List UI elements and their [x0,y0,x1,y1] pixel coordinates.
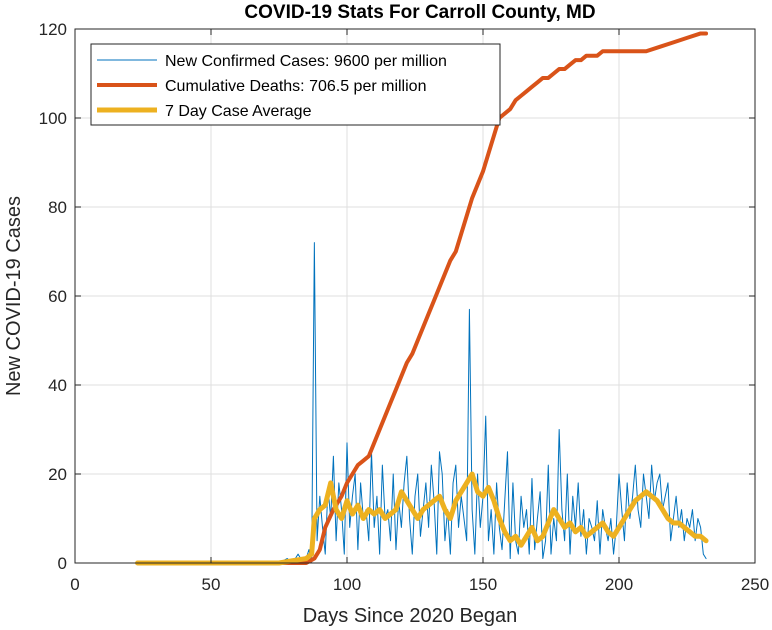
legend-entry-3: 7 Day Case Average [165,103,312,120]
x-tick-label: 50 [202,575,221,594]
legend-entry-1: New Confirmed Cases: 9600 per million [165,53,447,70]
x-tick-label: 0 [70,575,79,594]
x-tick-label: 200 [605,575,633,594]
y-tick-label: 20 [48,465,67,484]
legend-box [90,43,501,126]
series-line-2 [135,31,709,565]
legend-entry-2: Cumulative Deaths: 706.5 per million [165,78,426,95]
legend: New Confirmed Cases: 9600 per million Cum… [90,43,501,126]
y-tick-label: 60 [48,287,67,306]
y-tick-label: 0 [58,554,67,573]
y-tick-label: 120 [39,20,67,39]
y-tick-label: 80 [48,198,67,217]
x-tick-label: 100 [333,575,361,594]
chart-title: COVID-19 Stats For Carroll County, MD [244,2,595,23]
series-line-1 [137,242,707,564]
series-line-3 [135,471,709,566]
y-axis-label: New COVID-19 Cases [3,196,25,396]
y-tick-label: 40 [48,376,67,395]
y-tick-label: 100 [39,109,67,128]
x-tick-label: 150 [469,575,497,594]
x-tick-label: 250 [741,575,769,594]
x-axis-label: Days Since 2020 Began [303,605,518,627]
